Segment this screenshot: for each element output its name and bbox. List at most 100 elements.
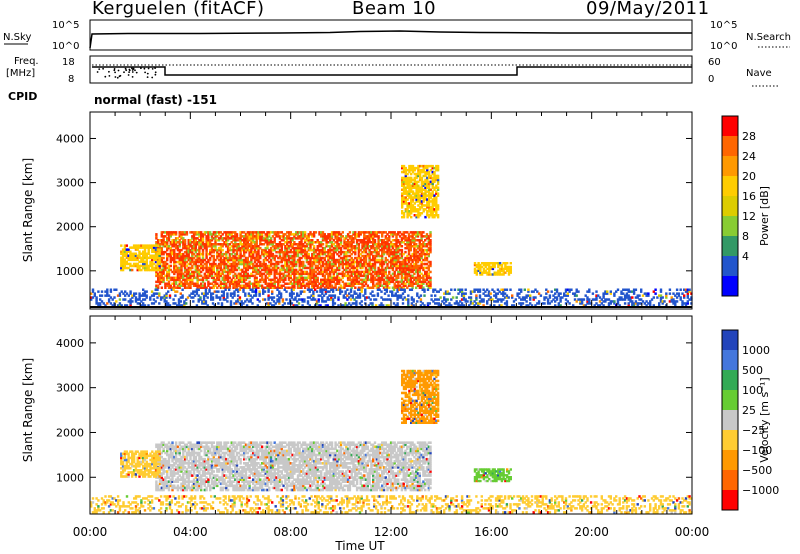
- echo-cell: [389, 245, 393, 248]
- echo-cell: [477, 302, 480, 305]
- echo-cell: [225, 252, 228, 256]
- echo-cell: [154, 258, 158, 262]
- echo-cell: [320, 248, 323, 252]
- echo-cell: [341, 276, 344, 280]
- echo-cell: [422, 188, 425, 191]
- echo-cell: [278, 270, 282, 274]
- echo-cell: [411, 182, 415, 186]
- echo-cell: [348, 274, 352, 278]
- echo-cell: [255, 241, 258, 244]
- echo-cell: [409, 276, 412, 280]
- echo-cell: [396, 302, 399, 305]
- echo-cell: [429, 196, 433, 199]
- echo-cell: [391, 286, 395, 289]
- echo-cell: [198, 274, 201, 278]
- echo-cell: [402, 258, 405, 262]
- echo-cell: [338, 233, 341, 236]
- echo-cell: [622, 298, 625, 301]
- echo-cell: [411, 164, 415, 168]
- echo-cell: [382, 243, 386, 246]
- echo-cell: [106, 292, 109, 295]
- echo-cell: [183, 262, 187, 266]
- echo-cell: [280, 258, 283, 262]
- echo-cell: [363, 231, 366, 234]
- echo-cell: [212, 256, 215, 260]
- echo-cell: [435, 190, 438, 193]
- echo-cell: [382, 252, 386, 256]
- echo-cell: [358, 288, 362, 291]
- echo-cell: [373, 264, 377, 268]
- echo-cell: [131, 268, 134, 272]
- echo-cell: [194, 270, 197, 274]
- echo-cell: [136, 254, 139, 257]
- echo-cell: [413, 192, 416, 195]
- echo-cell: [147, 266, 150, 270]
- echo-cell: [207, 284, 210, 287]
- echo-cell: [379, 239, 382, 242]
- echo-cell: [209, 266, 212, 270]
- echo-cell: [303, 239, 307, 242]
- echo-cell: [459, 288, 462, 291]
- echo-cell: [407, 304, 410, 307]
- echo-cell: [354, 278, 357, 282]
- echo-cell: [232, 274, 235, 278]
- echo-cell: [373, 262, 377, 266]
- echo-cell: [527, 288, 530, 291]
- echo-cell: [323, 262, 326, 266]
- echo-cell: [307, 256, 310, 260]
- echo-cell: [393, 231, 396, 234]
- freq-tick-bottom: 8: [68, 74, 74, 85]
- echo-cell: [257, 272, 260, 276]
- echo-cell: [214, 241, 217, 244]
- echo-cell: [216, 268, 219, 272]
- echo-cell: [424, 178, 427, 182]
- echo-cell: [381, 239, 384, 242]
- echo-cell: [327, 245, 330, 248]
- echo-cell: [420, 272, 423, 276]
- echo-cell: [424, 166, 427, 170]
- echo-cell: [264, 278, 267, 282]
- echo-cell: [178, 235, 181, 238]
- echo-cell: [198, 248, 201, 252]
- echo-cell: [228, 246, 232, 250]
- echo-cell: [160, 239, 163, 242]
- echo-cell: [420, 164, 424, 168]
- echo-cell: [164, 235, 167, 238]
- echo-cell: [339, 288, 342, 291]
- echo-cell: [210, 248, 214, 252]
- echo-cell: [320, 272, 323, 276]
- echo-cell: [273, 256, 276, 260]
- echo-cell: [402, 276, 405, 280]
- echo-cell: [174, 266, 178, 270]
- echo-cell: [187, 241, 190, 244]
- echo-cell: [222, 298, 225, 301]
- echo-cell: [336, 243, 339, 246]
- echo-cell: [178, 286, 181, 289]
- echo-cell: [287, 286, 291, 289]
- echo-cell: [169, 233, 172, 236]
- echo-cell: [162, 243, 165, 246]
- echo-cell: [398, 256, 402, 260]
- echo-cell: [407, 272, 411, 276]
- echo-cell: [393, 260, 396, 264]
- echo-cell: [183, 286, 187, 289]
- echo-cell: [397, 264, 400, 268]
- echo-cell: [232, 250, 235, 254]
- echo-cell: [158, 243, 162, 246]
- echo-cell: [307, 276, 310, 280]
- echo-cell: [407, 233, 411, 236]
- echo-cell: [355, 292, 358, 295]
- echo-cell: [278, 284, 282, 287]
- echo-cell: [204, 300, 208, 303]
- echo-cell: [500, 292, 503, 295]
- echo-cell: [316, 256, 319, 260]
- echo-cell: [123, 244, 127, 247]
- echo-cell: [212, 286, 215, 289]
- echo-cell: [420, 286, 423, 289]
- echo-cell: [379, 276, 382, 280]
- echo-cell: [382, 231, 386, 234]
- echo-cell: [469, 292, 473, 295]
- echo-cell: [234, 245, 237, 248]
- echo-cell: [309, 241, 312, 244]
- echo-cell: [250, 235, 253, 238]
